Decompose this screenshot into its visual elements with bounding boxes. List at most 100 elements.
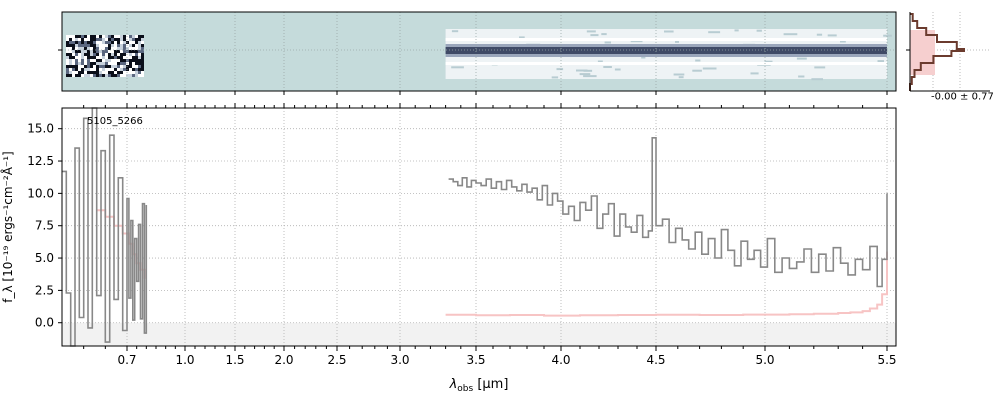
noise-pixel	[102, 38, 105, 41]
noise-pixel	[126, 44, 129, 47]
trace-speckle	[601, 33, 607, 36]
y-tick-label: 12.5	[27, 154, 54, 168]
noise-pixel	[93, 38, 96, 41]
noise-pixel	[114, 62, 117, 65]
noise-pixel	[99, 47, 102, 50]
noise-pixel	[75, 53, 78, 56]
noise-pixel	[132, 74, 135, 77]
noise-pixel	[90, 74, 93, 77]
noise-pixel	[126, 68, 129, 71]
noise-pixel	[72, 35, 75, 38]
noise-pixel	[105, 65, 108, 68]
noise-pixel	[129, 41, 132, 44]
trace-band-light	[445, 62, 887, 65]
noise-pixel	[84, 41, 87, 44]
noise-pixel	[66, 74, 69, 77]
noise-pixel	[129, 38, 132, 41]
panel-2d-spectrum	[58, 11, 897, 95]
noise-pixel	[96, 62, 99, 65]
noise-pixel	[135, 44, 138, 47]
noise-pixel	[135, 53, 138, 56]
noise-pixel	[102, 56, 105, 59]
noise-pixel	[108, 38, 111, 41]
noise-pixel	[132, 38, 135, 41]
x-tick-label: 4.0	[551, 353, 570, 367]
noise-pixel	[93, 59, 96, 62]
noise-pixel	[138, 35, 141, 38]
noise-pixel	[84, 47, 87, 50]
noise-pixel	[141, 71, 144, 74]
noise-pixel	[81, 50, 84, 53]
noise-pixel	[72, 44, 75, 47]
noise-pixel	[126, 56, 129, 59]
noise-pixel	[126, 62, 129, 65]
noise-pixel	[84, 74, 87, 77]
noise-pixel	[87, 47, 90, 50]
main-series	[62, 107, 888, 347]
noise-pixel	[96, 44, 99, 47]
panel-2d-content	[66, 29, 892, 81]
noise-pixel	[99, 62, 102, 65]
noise-pixel	[93, 68, 96, 71]
noise-pixel	[105, 59, 108, 62]
noise-pixel	[111, 56, 114, 59]
noise-pixel	[138, 38, 141, 41]
noise-pixel	[84, 62, 87, 65]
hist-annotation: -0.00 ± 0.77	[931, 91, 994, 102]
noise-pixel	[141, 35, 144, 38]
noise-pixel	[96, 38, 99, 41]
noise-pixel	[138, 62, 141, 65]
trace-speckle	[604, 41, 611, 44]
noise-pixel	[66, 59, 69, 62]
noise-pixel	[108, 59, 111, 62]
noise-pixel	[96, 56, 99, 59]
trace-speckle	[451, 66, 464, 69]
noise-pixel	[114, 38, 117, 41]
noise-pixel	[69, 56, 72, 59]
noise-pixel	[123, 56, 126, 59]
noise-pixel	[120, 74, 123, 77]
noise-pixel	[87, 44, 90, 47]
noise-pixel	[108, 44, 111, 47]
noise-pixel	[135, 38, 138, 41]
noise-pixel	[141, 38, 144, 41]
noise-pixel	[84, 53, 87, 56]
noise-pixel	[120, 35, 123, 38]
noise-pixel	[93, 62, 96, 65]
noise-pixel	[69, 65, 72, 68]
noise-pixel	[102, 65, 105, 68]
trace-speckle	[877, 60, 884, 63]
noise-pixel	[135, 71, 138, 74]
noise-pixel	[138, 44, 141, 47]
noise-pixel	[78, 44, 81, 47]
noise-pixel	[75, 68, 78, 71]
noise-pixel	[141, 44, 144, 47]
noise-pixel	[138, 68, 141, 71]
noise-pixel	[117, 38, 120, 41]
noise-pixel	[90, 38, 93, 41]
noise-pixel	[114, 71, 117, 74]
trace-speckle	[614, 68, 621, 71]
noise-pixel	[102, 74, 105, 77]
negative-region-shade	[62, 322, 896, 346]
noise-pixel	[123, 68, 126, 71]
noise-pixel	[72, 56, 75, 59]
noise-pixel	[117, 50, 120, 53]
noise-pixel	[117, 62, 120, 65]
y-tick-label: 7.5	[35, 219, 54, 233]
noise-pixel	[108, 41, 111, 44]
noise-pixel	[108, 65, 111, 68]
noise-pixel	[87, 62, 90, 65]
noise-pixel	[72, 71, 75, 74]
noise-pixel	[69, 41, 72, 44]
y-axis-label: f_λ [10⁻¹⁹ ergs⁻¹cm⁻²Å⁻¹]	[0, 151, 15, 302]
noise-pixel	[81, 65, 84, 68]
noise-pixel	[81, 41, 84, 44]
noise-pixel	[90, 35, 93, 38]
x-tick-label: 1.0	[175, 353, 194, 367]
noise-pixel	[78, 68, 81, 71]
noise-pixel	[102, 44, 105, 47]
noise-pixel	[141, 74, 144, 77]
noise-pixel	[123, 41, 126, 44]
trace-speckle	[783, 33, 798, 36]
